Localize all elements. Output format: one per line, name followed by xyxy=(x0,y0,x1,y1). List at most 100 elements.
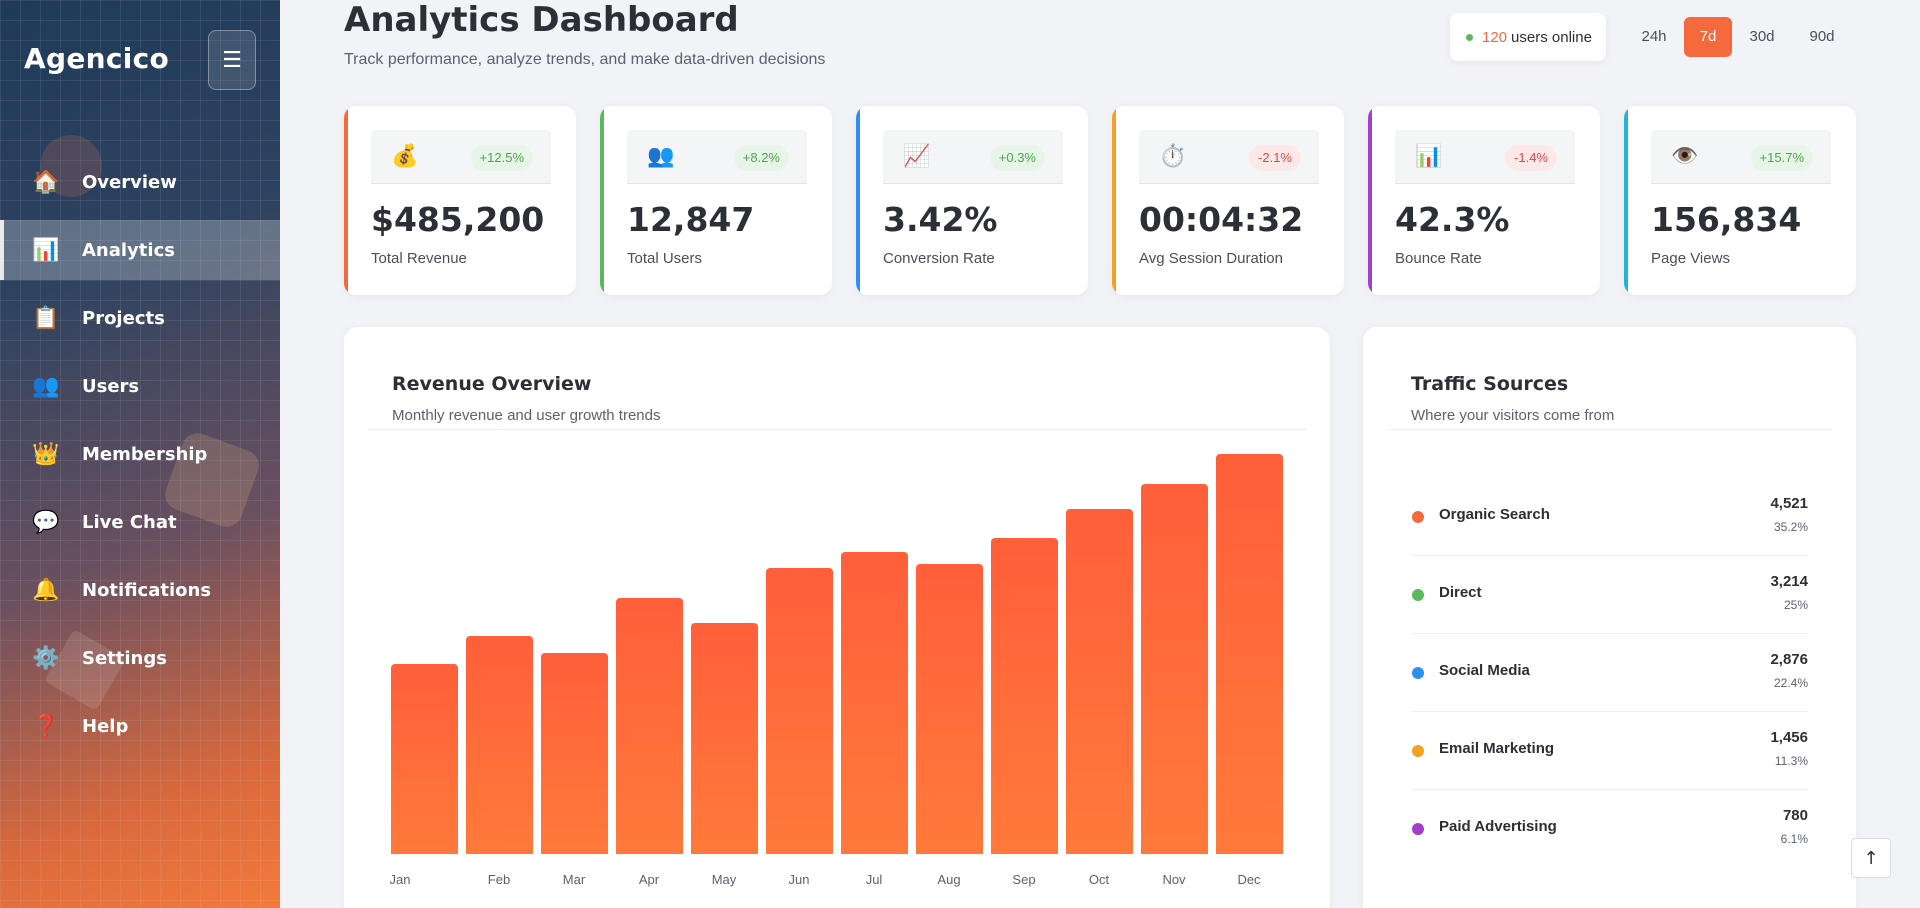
stat-value: 00:04:32 xyxy=(1139,200,1304,239)
stat-card: 💰 +12.5% $485,200 Total Revenue xyxy=(344,106,576,295)
bar-chart-icon: 📊 xyxy=(32,237,60,263)
stat-label: Page Views xyxy=(1651,250,1730,267)
traffic-source-row[interactable]: Paid Advertising 780 6.1% xyxy=(1412,790,1808,868)
x-axis-tick-label: Mar xyxy=(562,872,586,887)
sidebar-item-analytics[interactable]: 📊 Analytics xyxy=(0,220,280,280)
stat-value: 12,847 xyxy=(627,200,755,239)
stat-value: 156,834 xyxy=(1651,200,1802,239)
range-24h-button[interactable]: 24h xyxy=(1641,28,1667,45)
sidebar-item-membership[interactable]: 👑 Membership xyxy=(0,424,280,484)
bar-chart-icon: 📊 xyxy=(1415,144,1443,169)
source-count: 780 xyxy=(1782,807,1808,824)
sidebar-item-label: Analytics xyxy=(82,239,175,261)
sidebar-item-label: Help xyxy=(82,715,129,737)
stat-card: 📈 +0.3% 3.42% Conversion Rate xyxy=(856,106,1088,295)
sidebar-item-label: Users xyxy=(82,375,140,397)
source-count: 3,214 xyxy=(1770,573,1808,590)
users-online-indicator: 120 users online xyxy=(1450,13,1606,61)
x-axis-tick-label: Aug xyxy=(937,872,961,887)
sidebar-item-users[interactable]: 👥 Users xyxy=(0,356,280,416)
sidebar-item-help[interactable]: ❓ Help xyxy=(0,696,280,756)
bar-aug[interactable] xyxy=(916,564,983,854)
traffic-title: Traffic Sources xyxy=(1411,373,1569,395)
stat-accent-bar xyxy=(856,106,860,295)
source-count: 1,456 xyxy=(1770,729,1808,746)
gear-icon: ⚙️ xyxy=(32,645,60,671)
traffic-source-row[interactable]: Social Media 2,876 22.4% xyxy=(1412,634,1808,712)
stat-card-header: 📊 -1.4% xyxy=(1395,130,1575,184)
stat-change-badge: +12.5% xyxy=(470,145,533,171)
source-name: Direct xyxy=(1439,584,1482,601)
users-icon: 👥 xyxy=(32,373,60,399)
sidebar-item-label: Live Chat xyxy=(82,511,177,533)
stat-card-header: ⏱️ -2.1% xyxy=(1139,130,1319,184)
sidebar-item-settings[interactable]: ⚙️ Settings xyxy=(0,628,280,688)
stat-value: 3.42% xyxy=(883,200,998,239)
scroll-to-top-icon[interactable]: ↑ xyxy=(1851,838,1891,878)
decorative-circle xyxy=(40,135,102,197)
x-axis-tick-label: Jul xyxy=(865,872,883,887)
bar-mar[interactable] xyxy=(541,653,608,854)
sidebar-item-label: Overview xyxy=(82,171,177,193)
x-axis-tick-label: Apr xyxy=(638,872,660,887)
x-axis-tick-label: Sep xyxy=(1012,872,1036,887)
stat-card: 📊 -1.4% 42.3% Bounce Rate xyxy=(1368,106,1600,295)
source-percentage: 35.2% xyxy=(1773,520,1808,534)
traffic-source-row[interactable]: Email Marketing 1,456 11.3% xyxy=(1412,712,1808,790)
x-axis-tick-label: Jan xyxy=(389,872,411,887)
stat-accent-bar xyxy=(1624,106,1628,295)
range-90d-button[interactable]: 90d xyxy=(1809,28,1835,45)
stat-label: Avg Session Duration xyxy=(1139,250,1283,267)
sidebar-item-projects[interactable]: 📋 Projects xyxy=(0,288,280,348)
stat-card-header: 📈 +0.3% xyxy=(883,130,1063,184)
sidebar-item-overview[interactable]: 🏠 Overview xyxy=(0,152,280,212)
source-percentage: 11.3% xyxy=(1774,754,1808,768)
money-bag-icon: 💰 xyxy=(391,144,419,169)
stat-label: Conversion Rate xyxy=(883,250,995,267)
stat-card: 👁️ +15.7% 156,834 Page Views xyxy=(1624,106,1856,295)
page-subtitle: Track performance, analyze trends, and m… xyxy=(344,51,826,68)
x-axis-tick-label: Nov xyxy=(1162,872,1186,887)
stat-change-badge: +8.2% xyxy=(733,145,789,171)
users-icon: 👥 xyxy=(647,144,675,169)
stat-accent-bar xyxy=(600,106,604,295)
sidebar: Agencico ☰ 🏠 Overview 📊 Analytics 📋 Projects 👥… xyxy=(0,0,280,908)
eye-icon: 👁️ xyxy=(1671,144,1699,169)
traffic-source-row[interactable]: Organic Search 4,521 35.2% xyxy=(1412,478,1808,556)
bar-nov[interactable] xyxy=(1141,484,1208,854)
hamburger-menu-icon[interactable]: ☰ xyxy=(208,30,256,90)
bar-jul[interactable] xyxy=(841,552,908,854)
stat-card: ⏱️ -2.1% 00:04:32 Avg Session Duration xyxy=(1112,106,1344,295)
sidebar-item-label: Notifications xyxy=(82,579,212,601)
sidebar-item-notifications[interactable]: 🔔 Notifications xyxy=(0,560,280,620)
bar-jun[interactable] xyxy=(766,568,833,854)
brand-logo[interactable]: Agencico xyxy=(24,42,170,75)
range-7d-button[interactable]: 7d xyxy=(1684,17,1732,57)
stat-change-badge: +0.3% xyxy=(989,145,1045,171)
sidebar-nav: 🏠 Overview 📊 Analytics 📋 Projects 👥 Users 👑 Membe… xyxy=(0,152,280,764)
page-title: Analytics Dashboard xyxy=(344,0,739,40)
bar-sep[interactable] xyxy=(991,538,1058,854)
bar-oct[interactable] xyxy=(1066,509,1133,854)
source-name: Social Media xyxy=(1439,662,1530,679)
bell-icon: 🔔 xyxy=(32,577,60,603)
stat-label: Total Revenue xyxy=(371,250,467,267)
bar-jan[interactable] xyxy=(391,664,458,854)
question-icon: ❓ xyxy=(32,713,60,739)
stat-change-badge: +15.7% xyxy=(1750,145,1813,171)
traffic-source-row[interactable]: Direct 3,214 25% xyxy=(1412,556,1808,634)
traffic-subtitle: Where your visitors come from xyxy=(1411,407,1615,424)
source-name: Organic Search xyxy=(1439,506,1550,523)
revenue-title: Revenue Overview xyxy=(392,373,592,395)
source-color-dot xyxy=(1412,667,1424,679)
bar-dec[interactable] xyxy=(1216,454,1283,854)
crown-icon: 👑 xyxy=(32,441,60,467)
divider xyxy=(1387,429,1832,430)
bar-feb[interactable] xyxy=(466,636,533,854)
sidebar-item-live-chat[interactable]: 💬 Live Chat xyxy=(0,492,280,552)
bar-apr[interactable] xyxy=(616,598,683,854)
stat-card-header: 👥 +8.2% xyxy=(627,130,807,184)
range-30d-button[interactable]: 30d xyxy=(1749,28,1775,45)
stat-label: Bounce Rate xyxy=(1395,250,1482,267)
bar-may[interactable] xyxy=(691,623,758,854)
